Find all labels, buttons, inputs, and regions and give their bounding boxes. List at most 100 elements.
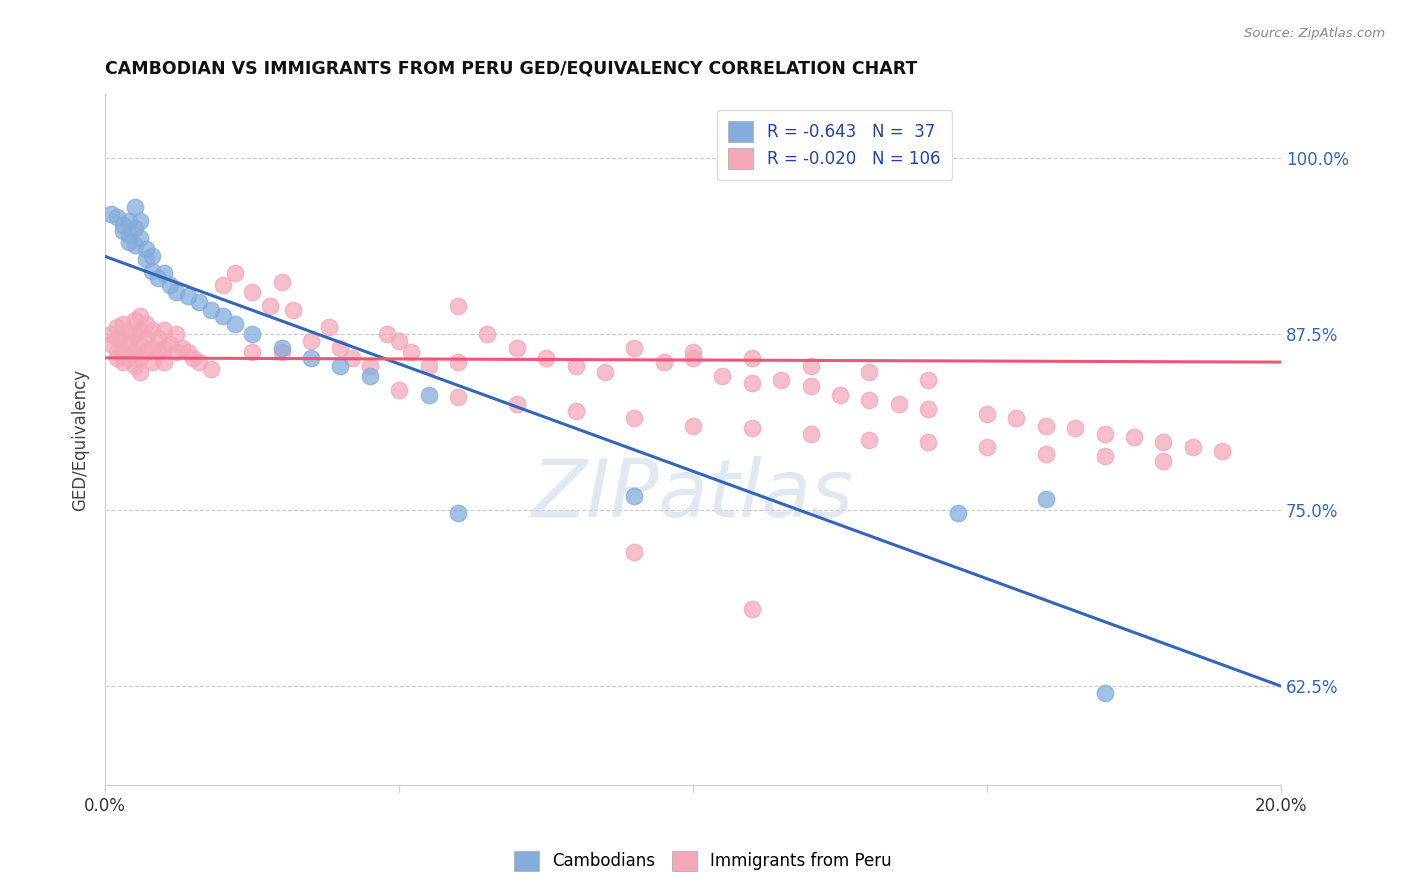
Point: [170, 341, 193, 355]
Point: [118, 323, 141, 337]
Point: [887, 397, 910, 411]
Point: [564, 359, 586, 374]
Point: [153, 341, 176, 355]
Point: [135, 331, 157, 345]
Point: [1152, 454, 1174, 468]
Point: [153, 323, 176, 337]
Point: [118, 235, 141, 250]
Y-axis label: GED/Equivalency: GED/Equivalency: [72, 368, 89, 510]
Point: [129, 351, 152, 365]
Point: [105, 331, 128, 345]
Point: [141, 341, 163, 355]
Point: [240, 345, 263, 359]
Point: [623, 545, 645, 559]
Point: [135, 317, 157, 331]
Point: [534, 351, 557, 365]
Point: [146, 270, 169, 285]
Point: [828, 387, 851, 401]
Point: [111, 317, 134, 331]
Point: [118, 351, 141, 365]
Point: [976, 407, 998, 421]
Point: [129, 309, 152, 323]
Point: [506, 397, 529, 411]
Point: [682, 418, 704, 433]
Point: [129, 336, 152, 351]
Point: [741, 376, 763, 391]
Point: [129, 365, 152, 379]
Point: [447, 390, 470, 404]
Point: [359, 369, 381, 384]
Point: [1035, 447, 1057, 461]
Point: [118, 336, 141, 351]
Point: [770, 373, 793, 387]
Point: [917, 373, 939, 387]
Point: [135, 252, 157, 267]
Point: [741, 601, 763, 615]
Point: [652, 355, 675, 369]
Point: [388, 384, 411, 398]
Point: [270, 275, 292, 289]
Point: [1094, 427, 1116, 442]
Point: [124, 359, 146, 374]
Point: [447, 355, 470, 369]
Point: [224, 317, 246, 331]
Point: [111, 355, 134, 369]
Point: [1152, 435, 1174, 450]
Point: [111, 345, 134, 359]
Point: [146, 345, 169, 359]
Point: [159, 336, 181, 351]
Point: [418, 387, 440, 401]
Point: [917, 435, 939, 450]
Point: [124, 326, 146, 341]
Point: [200, 362, 222, 376]
Point: [682, 351, 704, 365]
Point: [129, 231, 152, 245]
Point: [124, 200, 146, 214]
Point: [858, 365, 880, 379]
Point: [477, 326, 499, 341]
Text: Source: ZipAtlas.com: Source: ZipAtlas.com: [1244, 27, 1385, 40]
Point: [176, 345, 198, 359]
Point: [176, 289, 198, 303]
Legend: R = -0.643   N =  37, R = -0.020   N = 106: R = -0.643 N = 37, R = -0.020 N = 106: [717, 110, 952, 180]
Point: [100, 336, 122, 351]
Point: [711, 369, 734, 384]
Point: [188, 355, 211, 369]
Point: [800, 379, 823, 393]
Point: [141, 263, 163, 277]
Point: [800, 359, 823, 374]
Point: [329, 359, 352, 374]
Point: [165, 345, 187, 359]
Legend: Cambodians, Immigrants from Peru: Cambodians, Immigrants from Peru: [506, 842, 900, 880]
Point: [124, 221, 146, 235]
Point: [946, 506, 969, 520]
Point: [329, 341, 352, 355]
Point: [105, 351, 128, 365]
Point: [299, 334, 322, 348]
Point: [141, 355, 163, 369]
Point: [447, 299, 470, 313]
Point: [506, 341, 529, 355]
Point: [165, 326, 187, 341]
Point: [124, 238, 146, 252]
Point: [141, 249, 163, 263]
Point: [1035, 491, 1057, 506]
Point: [270, 341, 292, 355]
Point: [623, 341, 645, 355]
Point: [917, 401, 939, 416]
Point: [240, 326, 263, 341]
Point: [741, 421, 763, 435]
Text: CAMBODIAN VS IMMIGRANTS FROM PERU GED/EQUIVALENCY CORRELATION CHART: CAMBODIAN VS IMMIGRANTS FROM PERU GED/EQ…: [105, 60, 918, 78]
Point: [105, 319, 128, 334]
Point: [1094, 686, 1116, 700]
Point: [188, 294, 211, 309]
Point: [1181, 440, 1204, 454]
Point: [183, 351, 205, 365]
Point: [135, 345, 157, 359]
Point: [124, 345, 146, 359]
Point: [259, 299, 281, 313]
Point: [111, 219, 134, 233]
Point: [105, 345, 128, 359]
Point: [359, 359, 381, 374]
Point: [318, 319, 340, 334]
